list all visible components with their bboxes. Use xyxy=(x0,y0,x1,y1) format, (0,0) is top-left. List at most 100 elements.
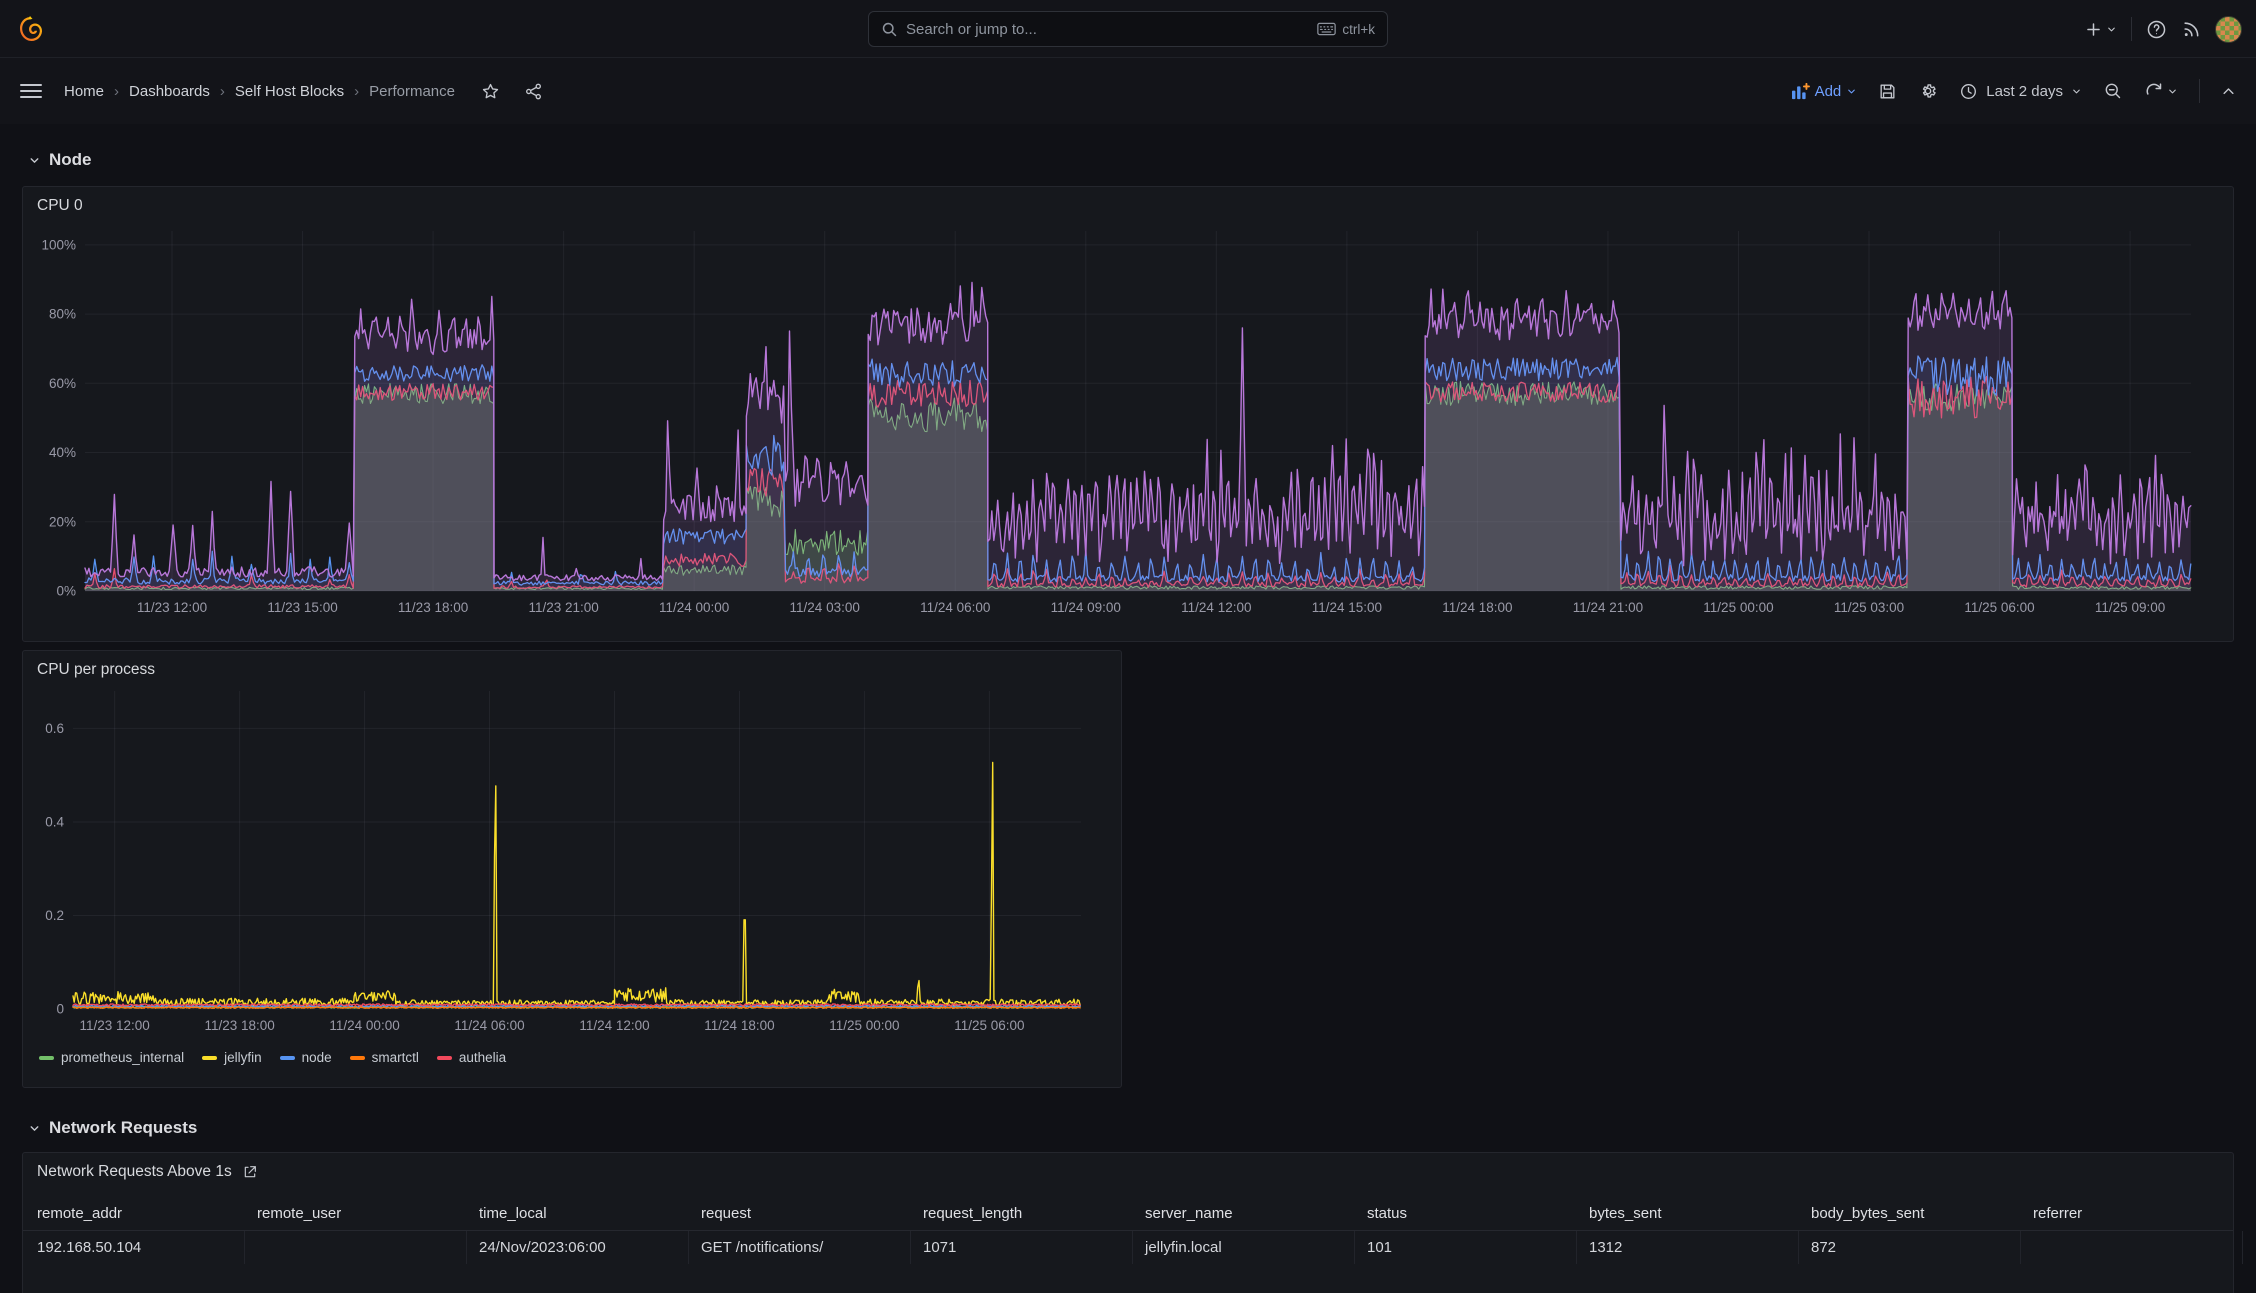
breadcrumb-dashboards[interactable]: Dashboards xyxy=(129,82,210,100)
svg-text:0%: 0% xyxy=(56,584,76,599)
column-header-bytes_sent[interactable]: bytes_sent xyxy=(1589,1205,1662,1222)
save-dashboard-button[interactable] xyxy=(1878,82,1897,101)
legend-item-smartctl[interactable]: smartctl xyxy=(349,1050,419,1065)
legend-item-jellyfin[interactable]: jellyfin xyxy=(202,1050,262,1065)
help-button[interactable] xyxy=(2146,19,2167,40)
table-cell-body_bytes_sent: 872 xyxy=(1799,1231,2021,1264)
legend-swatch xyxy=(349,1055,365,1060)
time-range-label: Last 2 days xyxy=(1986,82,2063,100)
svg-text:0.6: 0.6 xyxy=(45,721,64,736)
svg-text:80%: 80% xyxy=(49,307,76,322)
svg-text:11/23 12:00: 11/23 12:00 xyxy=(137,600,207,615)
collapse-toolbar-button[interactable] xyxy=(2221,84,2236,99)
external-link-icon[interactable] xyxy=(242,1164,258,1180)
column-header-body_bytes_sent[interactable]: body_bytes_sent xyxy=(1811,1205,1925,1222)
panel-cpu0: CPU 0 0% 20% 40% 60% 80% 100% 11/23 12:00 11/23… xyxy=(22,186,2234,642)
row-network-requests-toggle[interactable]: Network Requests xyxy=(28,1118,2234,1138)
chevron-down-icon xyxy=(2167,86,2178,97)
legend-item-authelia[interactable]: authelia xyxy=(436,1050,507,1065)
svg-text:11/23 18:00: 11/23 18:00 xyxy=(398,600,468,615)
column-header-remote_user[interactable]: remote_user xyxy=(257,1205,342,1222)
legend-label: node xyxy=(301,1050,332,1065)
svg-text:11/25 09:00: 11/25 09:00 xyxy=(2095,600,2165,615)
table-cell-status: 101 xyxy=(1355,1231,1577,1264)
panel-cpu-per-process: CPU per process 0 0.2 0.4 0.6 11/23 12:00 11/… xyxy=(22,650,1122,1088)
legend-label: smartctl xyxy=(371,1050,419,1065)
user-avatar[interactable] xyxy=(2215,15,2242,43)
dashboard-toolbar: Home › Dashboards › Self Host Blocks › P… xyxy=(0,58,2256,124)
time-range-picker[interactable]: Last 2 days xyxy=(1959,82,2082,101)
column-header-request_length[interactable]: request_length xyxy=(923,1205,1023,1222)
svg-text:11/24 18:00: 11/24 18:00 xyxy=(704,1018,774,1033)
legend-swatch xyxy=(202,1055,218,1060)
breadcrumb-folder[interactable]: Self Host Blocks xyxy=(234,82,345,100)
row-node-toggle[interactable]: Node xyxy=(28,150,2234,170)
table-header-row: remote_addr remote_user time_local request r… xyxy=(23,1197,2233,1231)
panel-network-requests-title[interactable]: Network Requests Above 1s xyxy=(23,1153,2233,1181)
cpu0-chart[interactable]: 0% 20% 40% 60% 80% 100% 11/23 12:00 11/23 15:00… xyxy=(23,215,2211,627)
svg-text:0.2: 0.2 xyxy=(45,908,64,923)
column-header-server_name[interactable]: server_name xyxy=(1145,1205,1233,1222)
grafana-logo-icon[interactable] xyxy=(16,14,46,44)
svg-text:0: 0 xyxy=(56,1002,64,1017)
svg-text:11/24 03:00: 11/24 03:00 xyxy=(790,600,860,615)
panel-cpu0-title[interactable]: CPU 0 xyxy=(37,197,83,214)
table-cell-request_length: 1071 xyxy=(911,1231,1133,1264)
column-header-remote_addr[interactable]: remote_addr xyxy=(37,1205,123,1222)
plus-icon xyxy=(2084,20,2103,39)
news-rss-button[interactable] xyxy=(2181,19,2201,39)
search-input[interactable]: Search or jump to... ctrl+k xyxy=(868,11,1388,47)
svg-text:0.4: 0.4 xyxy=(45,814,64,829)
svg-text:11/24 12:00: 11/24 12:00 xyxy=(579,1018,649,1033)
svg-text:11/24 21:00: 11/24 21:00 xyxy=(1573,600,1643,615)
breadcrumb-home[interactable]: Home xyxy=(64,82,105,100)
svg-text:11/23 21:00: 11/23 21:00 xyxy=(528,600,598,615)
legend-item-node[interactable]: node xyxy=(279,1050,332,1065)
svg-text:11/25 00:00: 11/25 00:00 xyxy=(829,1018,899,1033)
svg-text:11/23 12:00: 11/23 12:00 xyxy=(79,1018,149,1033)
toolbar-divider xyxy=(2199,79,2200,103)
chevron-down-icon xyxy=(1846,86,1857,97)
legend-label: jellyfin xyxy=(224,1050,262,1065)
table-row[interactable]: 192.168.50.104 24/Nov/2023:06:00 GET /noti… xyxy=(23,1231,2243,1264)
column-header-time_local[interactable]: time_local xyxy=(479,1205,547,1222)
clock-icon xyxy=(1959,82,1978,101)
cpu-per-process-chart[interactable]: 0 0.2 0.4 0.6 11/23 12:00 11/23 18:00 11/24 00… xyxy=(23,679,1099,1039)
refresh-button[interactable] xyxy=(2144,81,2178,101)
dashboard-settings-button[interactable] xyxy=(1918,81,1938,101)
add-label: Add xyxy=(1814,82,1842,100)
breadcrumb: Home › Dashboards › Self Host Blocks › P… xyxy=(64,83,455,100)
svg-text:11/24 12:00: 11/24 12:00 xyxy=(1181,600,1251,615)
breadcrumb-separator: › xyxy=(114,82,120,100)
panel-network-requests-table: Network Requests Above 1s remote_addr rem… xyxy=(22,1152,2243,1293)
topnav-divider xyxy=(2131,17,2132,41)
legend-label: authelia xyxy=(458,1050,507,1065)
refresh-icon xyxy=(2144,81,2164,101)
table-cell-remote_addr: 192.168.50.104 xyxy=(23,1231,245,1264)
add-panel-button[interactable]: Add xyxy=(1791,82,1858,100)
share-button[interactable] xyxy=(524,82,543,101)
search-placeholder: Search or jump to... xyxy=(906,20,1037,38)
svg-text:11/24 09:00: 11/24 09:00 xyxy=(1051,600,1121,615)
column-header-request[interactable]: request xyxy=(701,1205,752,1222)
favorite-star-button[interactable] xyxy=(481,82,500,101)
zoom-out-time-button[interactable] xyxy=(2103,81,2123,101)
new-menu-button[interactable] xyxy=(2084,20,2117,39)
svg-text:11/25 06:00: 11/25 06:00 xyxy=(1964,600,2034,615)
search-shortcut: ctrl+k xyxy=(1317,22,1375,37)
legend-swatch xyxy=(436,1055,452,1060)
table-cell-server_name: jellyfin.local xyxy=(1133,1231,1355,1264)
column-header-referrer[interactable]: referrer xyxy=(2033,1205,2083,1222)
svg-text:60%: 60% xyxy=(49,376,76,391)
chevron-down-icon xyxy=(2071,86,2082,97)
svg-text:11/24 18:00: 11/24 18:00 xyxy=(1442,600,1512,615)
mega-menu-button[interactable] xyxy=(20,80,42,102)
legend-item-prometheus_internal[interactable]: prometheus_internal xyxy=(39,1050,184,1065)
chevron-down-icon xyxy=(28,1122,41,1135)
chevron-down-icon xyxy=(28,154,41,167)
top-nav-bar: Search or jump to... ctrl+k xyxy=(0,0,2256,58)
column-header-status[interactable]: status xyxy=(1367,1205,1408,1222)
table-cell-bytes_sent: 1312 xyxy=(1577,1231,1799,1264)
svg-text:11/24 06:00: 11/24 06:00 xyxy=(454,1018,524,1033)
panel-cpu-per-process-title[interactable]: CPU per process xyxy=(37,661,156,678)
